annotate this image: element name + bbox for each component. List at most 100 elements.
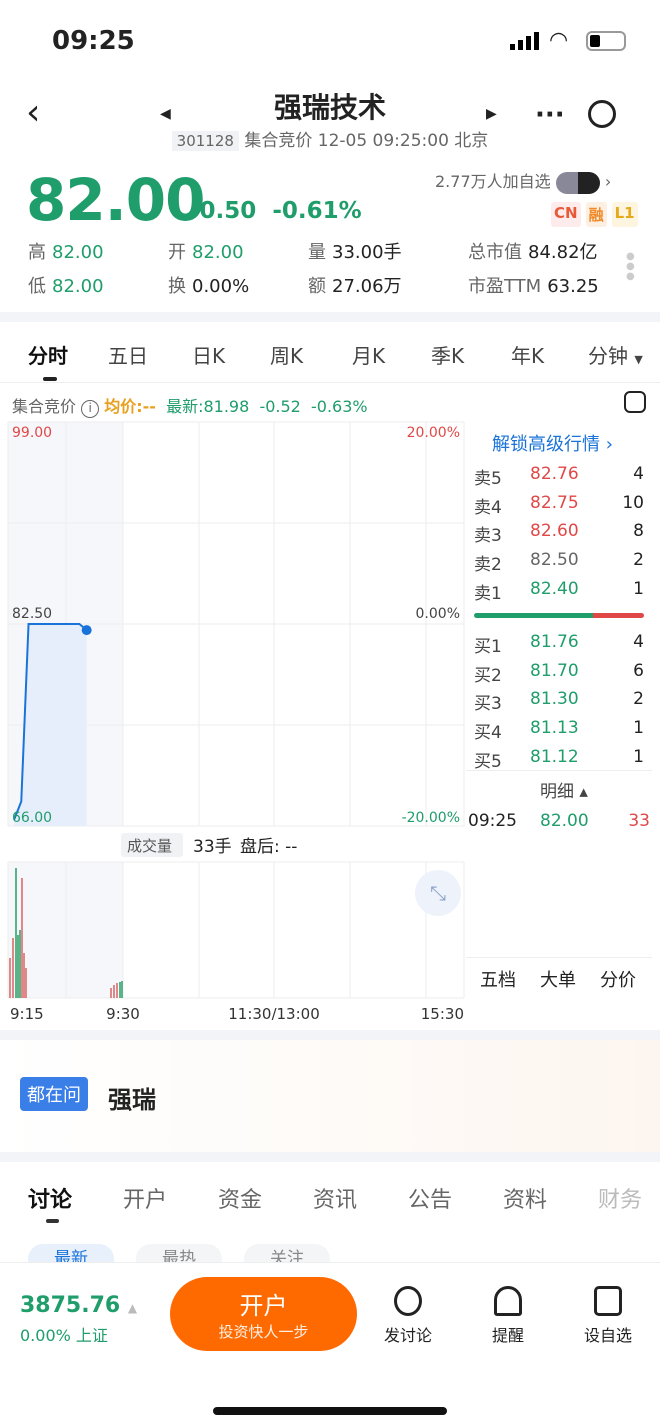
orderbook-row: 买4 81.13 1 bbox=[474, 718, 644, 744]
unlock-link[interactable]: 解锁高级行情 › bbox=[492, 434, 613, 455]
ask-section[interactable]: 都在问 强瑞 bbox=[0, 1040, 660, 1152]
volume-bar bbox=[25, 968, 27, 998]
tab-5[interactable]: 季K bbox=[431, 344, 465, 368]
volume-bar bbox=[23, 953, 25, 998]
axis-label: 20.00% bbox=[407, 425, 460, 441]
status-time: 09:25 bbox=[52, 26, 135, 56]
orderbook-row: 卖5 82.76 4 bbox=[474, 464, 644, 489]
divider bbox=[0, 312, 660, 322]
tab-4[interactable]: 月K bbox=[352, 344, 386, 368]
volume-bar bbox=[19, 930, 21, 998]
chart-settings-icon[interactable] bbox=[624, 391, 646, 413]
orderbook-row: 卖3 82.60 8 bbox=[474, 521, 644, 547]
axis-label: 66.00 bbox=[12, 810, 52, 826]
tab-6[interactable]: 年K bbox=[511, 344, 545, 368]
intraday-chart[interactable]: 99.00 82.50 66.00 20.00% 0.00% -20.00% 9:15 9:3… bbox=[0, 420, 466, 1020]
next-stock-arrow[interactable]: ▶ bbox=[486, 106, 497, 122]
bottom-tab-3[interactable]: 资讯 bbox=[313, 1188, 358, 1213]
badge-margin: 融 bbox=[585, 202, 607, 227]
watchers[interactable]: 2.77万人加自选 › bbox=[435, 168, 611, 194]
volume-bar bbox=[121, 981, 123, 998]
divider bbox=[0, 1152, 660, 1162]
orderbook-tab-1[interactable]: 大单 bbox=[540, 970, 576, 991]
expand-chart-button[interactable]: ⤡ bbox=[415, 870, 461, 916]
tab-1[interactable]: 五日 bbox=[108, 344, 148, 368]
x-tick-label: 11:30/13:00 bbox=[228, 1005, 320, 1020]
watchers-count: 2.77万人加自选 bbox=[435, 172, 551, 191]
search-icon[interactable] bbox=[588, 100, 616, 128]
more-dots[interactable]: ● ● ● bbox=[626, 251, 635, 282]
volume-value: 33手 bbox=[193, 837, 232, 857]
axis-label: -20.00% bbox=[402, 810, 460, 826]
index-name: 上证 bbox=[75, 1326, 108, 1345]
message-icon bbox=[394, 1286, 422, 1316]
orderbook-row: 买1 81.76 4 bbox=[474, 632, 644, 657]
bottom-tab-5[interactable]: 资料 bbox=[503, 1188, 548, 1213]
divider bbox=[0, 1030, 660, 1040]
auction-label: 集合竞价 bbox=[12, 397, 77, 416]
action-bell-icon[interactable]: 提醒 bbox=[480, 1286, 536, 1346]
badges: CN 融 L1 bbox=[551, 202, 638, 227]
last-price-dot bbox=[81, 625, 92, 636]
orderbook-tab-0[interactable]: 五档 bbox=[480, 970, 516, 991]
bottom-tab-2[interactable]: 资金 bbox=[218, 1188, 263, 1213]
volume-bar bbox=[9, 958, 11, 998]
avg-price: 均价:-- bbox=[104, 397, 156, 416]
tab-3[interactable]: 周K bbox=[270, 344, 304, 368]
badge-l1: L1 bbox=[611, 202, 638, 227]
volume-bar bbox=[21, 878, 23, 998]
price-area bbox=[14, 624, 87, 826]
ask-tag: 都在问 bbox=[20, 1077, 88, 1111]
after-hours-value: 盘后: -- bbox=[240, 837, 297, 857]
index-quote[interactable]: 3875.76 ▲ 0.00% 上证 bbox=[20, 1293, 137, 1346]
volume-bar bbox=[113, 985, 115, 998]
back-button[interactable]: ‹ bbox=[26, 92, 41, 133]
tab-indicator bbox=[43, 377, 57, 381]
open-account-title: 开户 bbox=[239, 1292, 288, 1320]
up-arrow-icon: ▲ bbox=[127, 1301, 138, 1315]
signal-icon bbox=[510, 32, 540, 50]
orderbook-row: 卖4 82.75 10 bbox=[474, 492, 644, 518]
stat-1: 开 82.00 bbox=[168, 242, 244, 263]
latest-pct: -0.63% bbox=[311, 397, 368, 416]
change-percent: -0.61% bbox=[272, 198, 362, 224]
info-icon[interactable]: i bbox=[81, 400, 100, 418]
open-account-button[interactable]: 开户 投资快人一步 bbox=[170, 1277, 357, 1351]
tab-7[interactable]: 分钟 ▼ bbox=[588, 344, 643, 368]
watchlist-icon bbox=[594, 1286, 622, 1316]
bottom-tab-1[interactable]: 开户 bbox=[123, 1188, 168, 1213]
more-button[interactable]: ··· bbox=[535, 100, 565, 130]
orderbook-tab-2[interactable]: 分价 bbox=[600, 970, 636, 991]
detail-toggle[interactable]: 明细 ▴ bbox=[540, 782, 588, 802]
bell-icon bbox=[494, 1286, 522, 1316]
x-tick-label: 15:30 bbox=[421, 1005, 464, 1020]
volume-bar bbox=[15, 868, 17, 998]
price-change: -0.50 -0.61% bbox=[190, 198, 362, 224]
x-tick-label: 9:15 bbox=[10, 1005, 44, 1020]
stock-code: 301128 bbox=[171, 131, 239, 151]
price-line bbox=[13, 623, 88, 821]
bottom-tab-0[interactable]: 讨论 bbox=[28, 1188, 73, 1213]
action-message-icon[interactable]: 发讨论 bbox=[380, 1286, 436, 1346]
stock-name: 强瑞技术 bbox=[273, 91, 386, 124]
home-indicator bbox=[213, 1407, 447, 1415]
bottom-tab-6[interactable]: 财务 bbox=[598, 1188, 643, 1213]
action-watchlist-icon[interactable]: 设自选 bbox=[580, 1286, 636, 1346]
stock-subtitle: 301128 集合竞价 12-05 09:25:00 北京 bbox=[0, 126, 660, 151]
orderbook-row: 买5 81.12 1 bbox=[474, 746, 644, 772]
x-tick-label: 9:30 bbox=[106, 1005, 140, 1020]
volume-bar bbox=[17, 935, 19, 998]
volume-bar bbox=[110, 988, 112, 998]
prev-stock-arrow[interactable]: ◀ bbox=[160, 106, 171, 122]
chart-info: 集合竞价 i 均价:-- 最新:81.98 -0.52 -0.63% bbox=[12, 393, 368, 418]
open-account-subtitle: 投资快人一步 bbox=[218, 1323, 309, 1341]
volume-bar bbox=[116, 983, 118, 998]
orderbook-row: 卖2 82.50 2 bbox=[474, 550, 644, 576]
bottom-tab-4[interactable]: 公告 bbox=[408, 1188, 453, 1213]
tab-2[interactable]: 日K bbox=[192, 344, 226, 368]
tab-0[interactable]: 分时 bbox=[28, 344, 68, 368]
volume-label: 成交量 bbox=[127, 837, 172, 855]
ask-text: 强瑞 bbox=[108, 1086, 156, 1114]
stat-6: 额 27.06万 bbox=[308, 276, 402, 297]
orderbook-row: 卖1 82.40 1 bbox=[474, 578, 644, 604]
